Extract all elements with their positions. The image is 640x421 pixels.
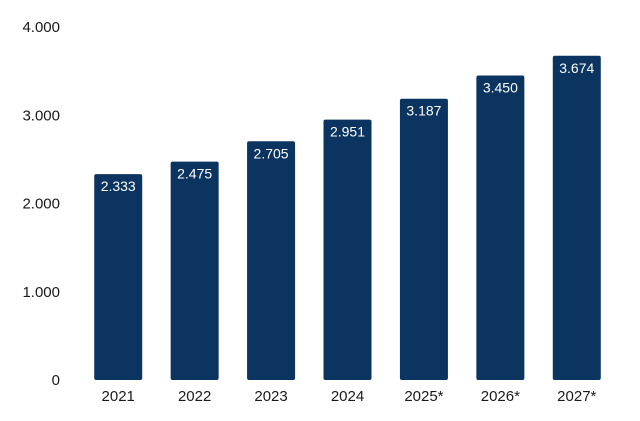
bar <box>170 161 219 380</box>
x-tick-label: 2022 <box>178 388 211 405</box>
y-tick-label: 1.000 <box>22 284 60 301</box>
x-axis: 2021 2022 2023 2024 2025* 2026* 2027* <box>102 388 597 405</box>
x-tick-label: 2025* <box>404 388 443 405</box>
x-tick-label: 2021 <box>102 388 135 405</box>
bar <box>552 55 601 380</box>
bar-value-label: 2.951 <box>330 124 365 140</box>
x-tick-label: 2023 <box>254 388 287 405</box>
x-tick-label: 2027* <box>557 388 596 405</box>
bar-value-label: 3.674 <box>559 60 594 76</box>
bar <box>399 98 448 380</box>
y-tick-label: 3.000 <box>22 107 60 124</box>
bar-value-label: 2.705 <box>254 145 289 161</box>
x-tick-label: 2026* <box>481 388 520 405</box>
bar-value-label: 3.450 <box>483 80 518 96</box>
bar <box>476 75 525 380</box>
bar-value-label: 2.475 <box>177 166 212 182</box>
bar <box>247 141 296 380</box>
y-tick-label: 2.000 <box>22 196 60 213</box>
bar <box>323 119 372 380</box>
bar-value-label: 2.333 <box>101 178 136 194</box>
x-tick-label: 2024 <box>331 388 364 405</box>
y-axis: 0 1.000 2.000 3.000 4.000 <box>22 19 60 389</box>
bar <box>94 174 143 380</box>
bars: 2.333 2.475 2.705 2.951 3.187 3.450 3.674 <box>94 55 601 380</box>
y-tick-label: 0 <box>52 372 60 389</box>
bar-value-label: 3.187 <box>406 103 441 119</box>
y-tick-label: 4.000 <box>22 19 60 36</box>
